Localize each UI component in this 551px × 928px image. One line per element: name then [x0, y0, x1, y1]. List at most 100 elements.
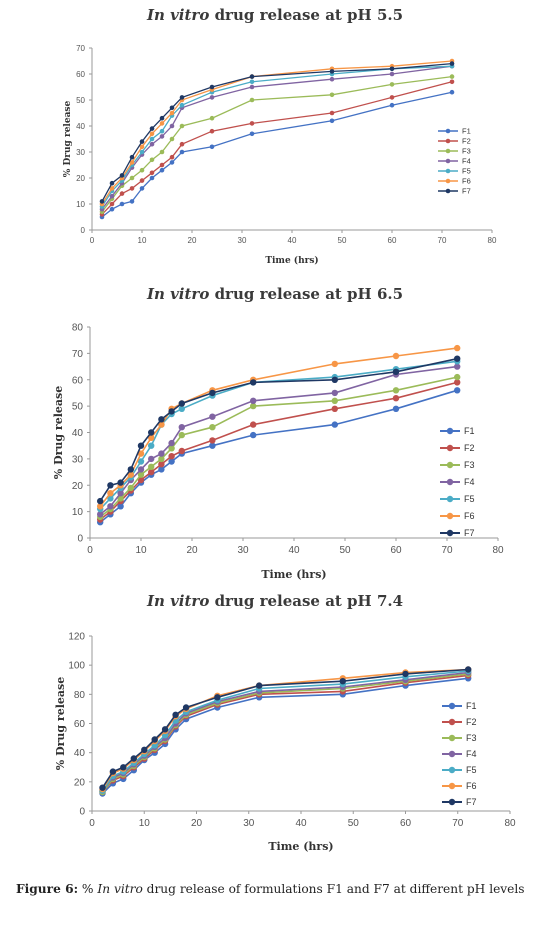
- data-point-f1: [109, 206, 115, 212]
- x-tick-label: 40: [288, 545, 300, 556]
- data-point-f7: [389, 66, 395, 72]
- data-point-f1: [129, 199, 135, 204]
- data-point-f2: [331, 405, 338, 412]
- x-tick-label: 0: [89, 818, 95, 829]
- x-tick-label: 10: [135, 545, 147, 556]
- figure-caption: Figure 6: % In vitro drug release of for…: [16, 882, 546, 896]
- data-point-f7: [137, 442, 145, 449]
- y-tick-label: 80: [72, 323, 84, 334]
- data-point-f3: [169, 136, 175, 142]
- chart-title-rest: drug release at pH 7.4: [209, 592, 403, 610]
- data-point-f2: [250, 421, 257, 428]
- data-point-f7: [151, 736, 158, 743]
- series-f5: [99, 63, 455, 209]
- data-point-f7: [250, 379, 257, 386]
- legend-marker: [448, 782, 456, 790]
- data-point-f3: [389, 82, 395, 87]
- chart-title-italic: In vitro: [146, 285, 209, 303]
- series-f7: [99, 61, 455, 204]
- data-point-f5: [178, 405, 185, 412]
- x-tick-label: 10: [139, 818, 151, 829]
- data-point-f7: [449, 61, 455, 66]
- data-point-f2: [149, 170, 155, 176]
- series-line-f5: [101, 65, 453, 207]
- data-point-f3: [209, 424, 216, 431]
- x-tick-label: 50: [348, 818, 360, 829]
- data-point-f2: [169, 154, 175, 160]
- data-point-f7: [119, 173, 125, 178]
- legend-marker: [445, 158, 451, 164]
- legend-marker: [445, 128, 451, 134]
- data-point-f1: [149, 175, 155, 181]
- x-tick-label: 40: [295, 818, 307, 829]
- data-point-f2: [109, 201, 115, 207]
- y-tick-label: 60: [72, 375, 84, 386]
- legend-marker: [445, 138, 451, 144]
- data-point-f3: [137, 471, 145, 478]
- x-axis-label: Time (hrs): [268, 840, 333, 853]
- data-point-f1: [250, 431, 257, 439]
- data-point-f7: [159, 115, 165, 121]
- y-tick-label: 0: [81, 226, 86, 235]
- legend-item-f6: F6: [438, 177, 471, 186]
- legend-label: F6: [462, 177, 471, 186]
- chart-title: In vitro drug release at pH 7.4: [146, 592, 403, 610]
- legend-label: F4: [466, 749, 477, 759]
- data-point-f3: [149, 157, 155, 163]
- x-tick-label: 80: [504, 818, 516, 829]
- data-point-f3: [331, 397, 338, 404]
- data-point-f6: [109, 186, 115, 191]
- data-point-f1: [139, 186, 145, 191]
- x-tick-label: 70: [452, 818, 464, 829]
- legend-label: F1: [464, 426, 475, 436]
- series-f1: [97, 387, 461, 526]
- data-point-f2: [249, 121, 255, 126]
- y-axis-label: % Drug release: [52, 386, 65, 479]
- data-point-f4: [158, 450, 165, 457]
- data-point-f1: [249, 131, 255, 137]
- series-line-f6: [99, 347, 458, 507]
- chart-title-rest: drug release at pH 6.5: [209, 285, 403, 303]
- y-tick-label: 60: [76, 70, 85, 79]
- caption-italic: In vitro: [97, 882, 143, 896]
- legend-marker: [445, 168, 451, 174]
- data-point-f7: [402, 670, 409, 678]
- x-tick-label: 50: [338, 236, 347, 245]
- data-point-f4: [389, 71, 395, 77]
- y-tick-label: 30: [76, 148, 85, 157]
- legend-marker: [448, 766, 456, 774]
- x-tick-label: 60: [390, 545, 402, 556]
- legend-label: F1: [462, 127, 471, 136]
- legend-item-f2: F2: [442, 717, 477, 727]
- data-point-f1: [179, 149, 185, 155]
- data-point-f4: [209, 413, 216, 420]
- legend-marker: [446, 461, 454, 469]
- y-tick-label: 60: [74, 719, 86, 730]
- data-point-f3: [129, 175, 135, 181]
- x-tick-label: 80: [492, 545, 504, 556]
- data-point-f3: [148, 463, 155, 470]
- data-point-f6: [392, 352, 400, 360]
- data-point-f3: [178, 431, 185, 439]
- legend-marker: [446, 495, 454, 503]
- data-point-f7: [331, 376, 338, 383]
- chart-ph-6-5: In vitro drug release at pH 6.5 0 10 20 30 40…: [0, 282, 551, 580]
- x-tick-label: 20: [191, 818, 203, 829]
- data-point-f1: [117, 503, 124, 510]
- data-point-f3: [209, 115, 215, 121]
- legend-item-f2: F2: [440, 443, 475, 453]
- data-point-f3: [158, 455, 165, 463]
- data-point-f7: [209, 389, 216, 397]
- y-tick-label: 10: [72, 507, 84, 518]
- legend-marker: [448, 750, 456, 758]
- data-point-f2: [119, 191, 125, 196]
- data-point-f7: [214, 694, 221, 701]
- legend-marker: [445, 148, 451, 154]
- legend-label: F6: [464, 511, 475, 521]
- data-point-f6: [159, 121, 165, 126]
- y-tick-label: 20: [72, 481, 84, 492]
- data-point-f4: [109, 193, 115, 199]
- y-tick-label: 40: [76, 122, 85, 131]
- data-point-f1: [159, 167, 165, 173]
- legend-item-f5: F5: [438, 167, 471, 176]
